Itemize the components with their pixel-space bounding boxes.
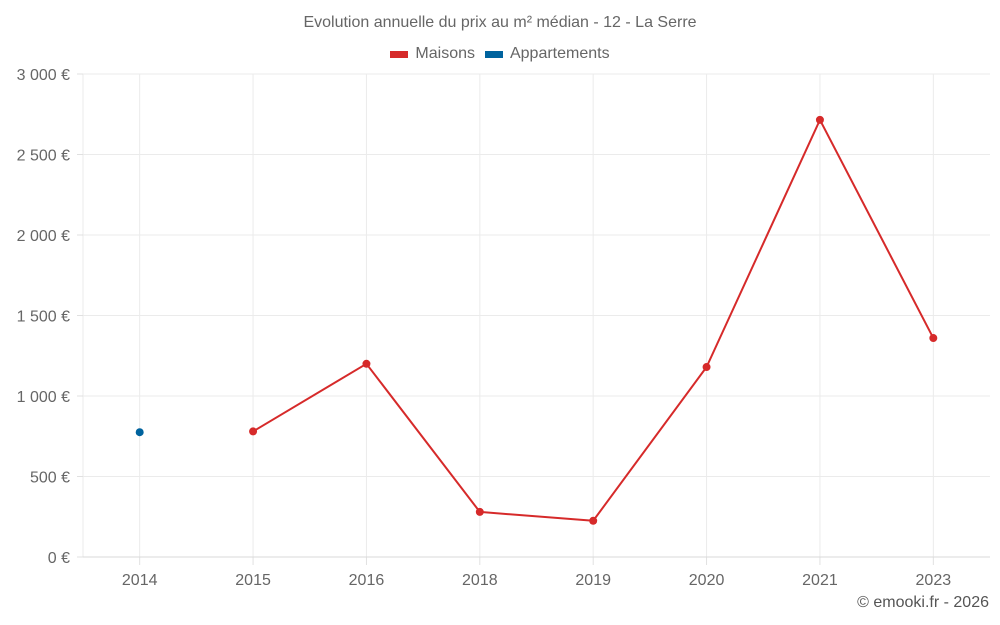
x-tick-label: 2023 <box>916 572 952 589</box>
data-point-maisons[interactable] <box>815 115 824 124</box>
chart-title: Evolution annuelle du prix au m² médian … <box>303 14 697 31</box>
y-tick-label: 2 500 € <box>17 148 70 165</box>
y-tick-label: 1 000 € <box>17 389 70 406</box>
y-tick-label: 1 500 € <box>17 309 70 326</box>
legend-item-maisons[interactable]: Maisons <box>390 45 475 63</box>
x-tick-label: 2014 <box>122 572 158 589</box>
copyright-credit: © emooki.fr - 2026 <box>857 594 989 611</box>
chart-axes: 0 € 500 € 1 000 € 1 500 € 2 000 € 2 500 € 3 00… <box>17 67 990 589</box>
data-point-maisons[interactable] <box>929 334 938 343</box>
chart-series <box>135 115 938 525</box>
data-point-maisons[interactable] <box>475 507 484 516</box>
y-tick-label: 2 000 € <box>17 228 70 245</box>
data-point-maisons[interactable] <box>249 427 258 436</box>
chart-legend: Maisons Appartements <box>0 45 1000 63</box>
x-tick-label: 2020 <box>689 572 725 589</box>
data-point-maisons[interactable] <box>702 363 711 372</box>
y-tick-label: 500 € <box>30 470 70 487</box>
legend-swatch-maisons <box>390 50 409 58</box>
x-tick-label: 2016 <box>349 572 385 589</box>
x-tick-label: 2015 <box>235 572 271 589</box>
legend-label-maisons: Maisons <box>415 45 475 62</box>
chart-grid <box>82 73 990 557</box>
x-tick-label: 2018 <box>462 572 498 589</box>
y-tick-label: 3 000 € <box>17 67 70 84</box>
x-tick-label: 2021 <box>802 572 838 589</box>
x-tick-label: 2019 <box>575 572 611 589</box>
legend-label-appartements: Appartements <box>509 45 610 62</box>
legend-item-appartements[interactable]: Appartements <box>484 45 610 63</box>
data-point-maisons[interactable] <box>362 359 371 368</box>
y-tick-label: 0 € <box>48 550 70 567</box>
data-point-maisons[interactable] <box>589 516 598 525</box>
legend-swatch-appartements <box>484 50 503 58</box>
data-point-appartements[interactable] <box>135 428 144 437</box>
